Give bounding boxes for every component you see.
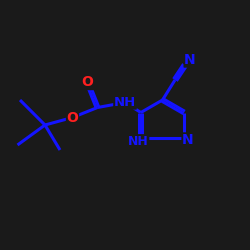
Text: O: O	[66, 110, 78, 124]
Text: N: N	[182, 133, 194, 147]
Text: O: O	[82, 76, 94, 90]
Text: NH: NH	[128, 135, 149, 148]
Text: N: N	[184, 53, 196, 67]
Text: NH: NH	[114, 96, 136, 109]
